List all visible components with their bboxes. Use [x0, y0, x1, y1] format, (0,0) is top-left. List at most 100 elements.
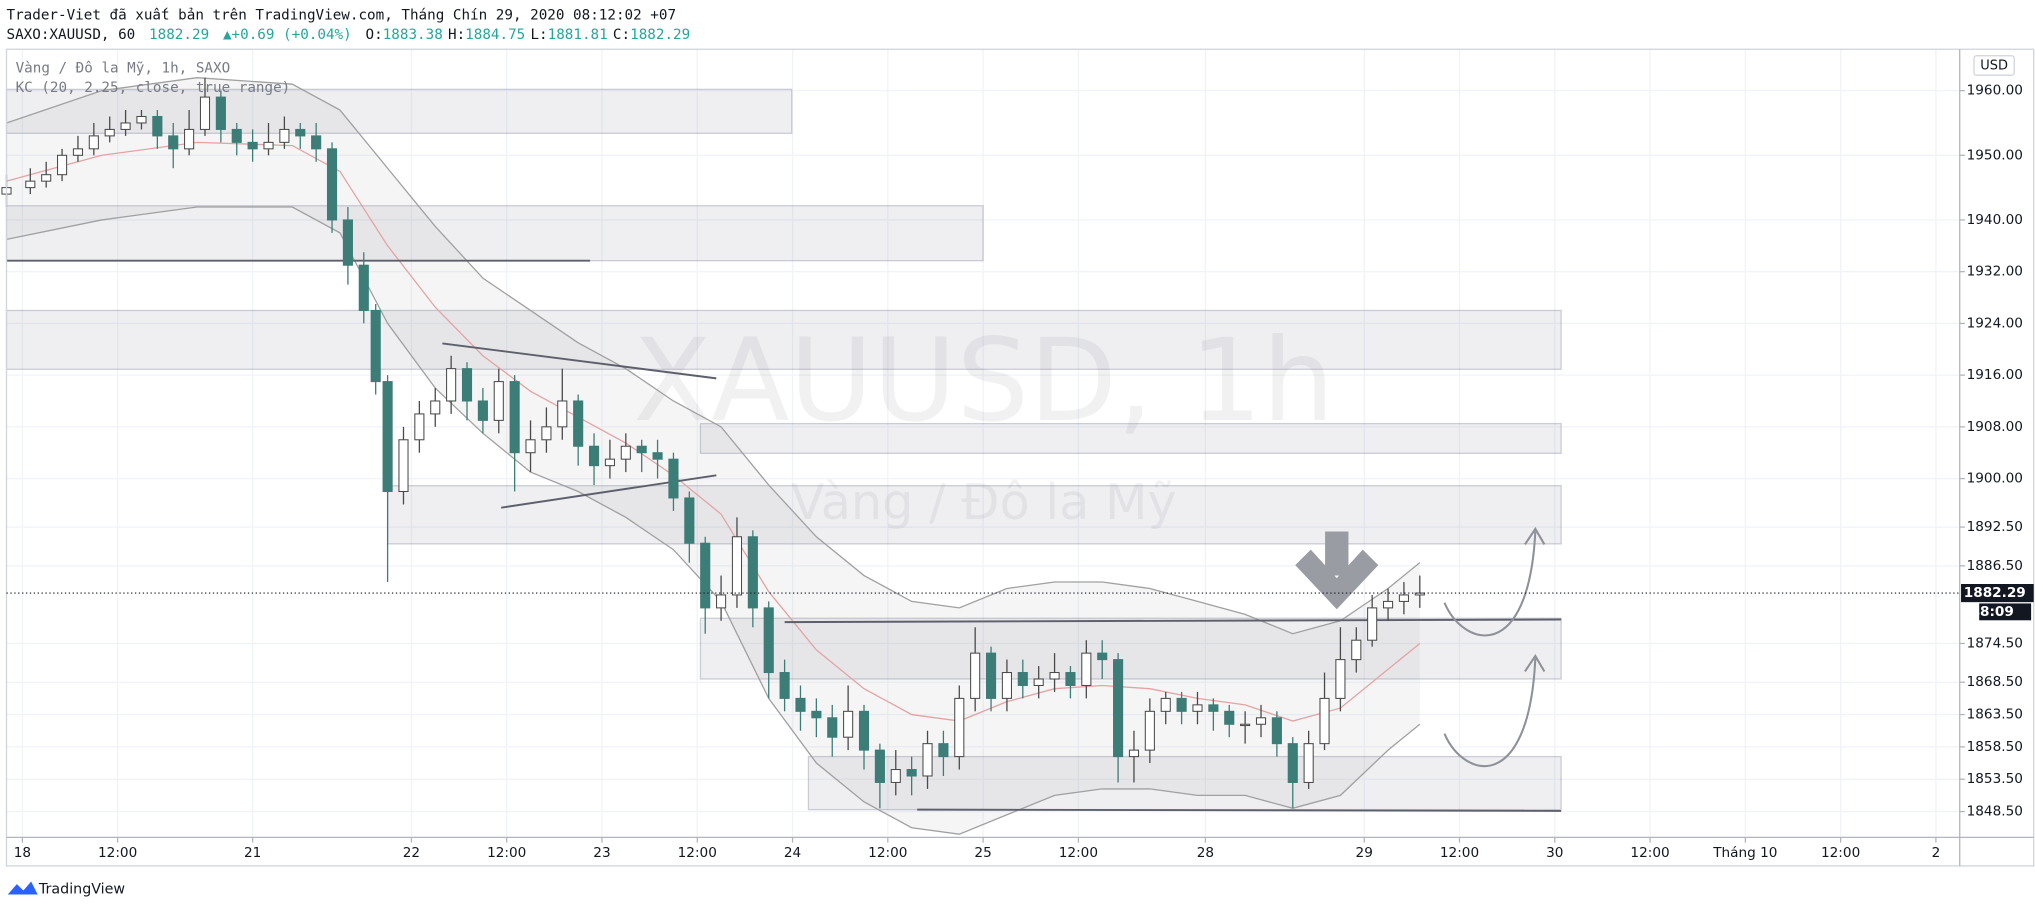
candle-body	[311, 135, 322, 150]
brand-name[interactable]: TradingView	[38, 881, 125, 897]
brand-logo[interactable]: TradingView	[7, 881, 126, 897]
candle-body	[1255, 717, 1267, 725]
candle-body	[922, 743, 933, 777]
candle-body	[541, 426, 552, 441]
zone	[699, 617, 1562, 680]
y-tick-label: 1892.50	[1967, 519, 2023, 535]
x-tick-label: 29	[1356, 845, 1373, 861]
x-tick-label: 12:00	[1440, 845, 1479, 861]
candle-body	[636, 445, 647, 454]
currency-label[interactable]: USD	[1980, 59, 2008, 74]
countdown-badge	[1979, 603, 2032, 621]
candle-body	[326, 148, 338, 221]
trend-line	[917, 808, 1562, 812]
candle-body	[1049, 672, 1060, 680]
symbol-info: SAXO:XAUUSD, 60 1882.29 ▲+0.69 (+0.04%) …	[6, 27, 690, 43]
candle-body	[1303, 743, 1314, 783]
currency-button[interactable]	[1973, 55, 2015, 76]
kc-upper	[6, 77, 1421, 635]
candle-body	[573, 400, 584, 447]
candle-body	[890, 769, 901, 783]
candle-body	[858, 710, 870, 751]
candle-body	[120, 122, 131, 130]
y-tick-label: 1916.00	[1967, 367, 2023, 383]
candle-body	[461, 368, 473, 402]
kc-middle	[6, 141, 1421, 722]
candle-body	[88, 135, 99, 150]
y-tick-label: 1868.50	[1967, 674, 2023, 690]
candle-body	[152, 115, 163, 137]
x-tick-label: 22	[403, 845, 420, 861]
y-tick-label: 1924.00	[1967, 315, 2023, 331]
price-change: ▲+0.69 (+0.04%)	[223, 27, 352, 43]
symbol: SAXO:XAUUSD, 60	[6, 27, 135, 43]
y-tick-label: 1932.00	[1967, 264, 2023, 280]
candle-body	[342, 219, 353, 266]
trend-line	[501, 474, 717, 509]
y-tick-label: 1886.50	[1967, 558, 2023, 574]
x-tick-label: 12:00	[868, 845, 907, 861]
x-tick-label: 12:00	[98, 845, 137, 861]
y-tick-label: 1848.50	[1967, 804, 2023, 820]
candle-body	[970, 652, 981, 699]
ohlc-label: L:	[530, 27, 547, 43]
ohlc-label: O:	[366, 27, 383, 43]
candle-body	[731, 536, 743, 596]
candle-body	[668, 458, 679, 499]
x-tick-label: 23	[593, 845, 610, 861]
zone	[5, 205, 984, 262]
x-tick-label: 25	[974, 845, 991, 861]
x-tick-label: 12:00	[678, 845, 717, 861]
x-tick-label: 28	[1197, 845, 1214, 861]
ohlc-label: C:	[613, 27, 630, 43]
brand-icon[interactable]	[7, 881, 38, 895]
projection-arrows	[1443, 526, 1546, 767]
legend-series: Vàng / Đô la Mỹ, 1h, SAXO	[16, 61, 231, 77]
candle-body	[382, 381, 393, 493]
candle-body	[1081, 652, 1092, 686]
candle-body	[827, 717, 838, 738]
y-tick-label: 1858.50	[1967, 739, 2023, 755]
candle-body	[1017, 672, 1028, 686]
ohlc-value: 1882.29	[630, 27, 690, 43]
candle-body	[716, 594, 727, 609]
y-tick-label: 1908.00	[1967, 419, 2023, 435]
candle-body	[72, 148, 84, 156]
candle-body	[1398, 594, 1409, 602]
candle-body	[1287, 743, 1298, 783]
x-tick-label: 2	[1932, 845, 1941, 861]
ohlc-value: 1881.81	[548, 27, 608, 43]
candle-body	[620, 445, 631, 460]
last-price-badge	[1961, 584, 2034, 603]
x-tick-label: 12:00	[1630, 845, 1669, 861]
zone	[5, 88, 793, 134]
y-tick-label: 1900.00	[1967, 471, 2023, 487]
candle-body	[1097, 652, 1108, 661]
down-arrow-head	[1295, 549, 1379, 610]
arrow-curve	[1443, 531, 1537, 637]
zones-layer	[5, 88, 1562, 811]
candle-body	[747, 536, 758, 609]
arrow-curve	[1443, 658, 1537, 767]
candle-body	[1128, 749, 1140, 758]
candle-body	[1144, 710, 1155, 751]
header-title: Trader-Viet đã xuất bản trên TradingView…	[6, 8, 676, 24]
candle-body	[652, 452, 663, 460]
candle-body	[184, 128, 195, 150]
chart-frame	[5, 48, 2035, 867]
y-tick-label: 1863.50	[1967, 707, 2023, 723]
candle-body	[1065, 672, 1076, 686]
candle-body	[684, 497, 695, 544]
candle-body	[954, 697, 965, 758]
down-arrow	[1295, 531, 1379, 610]
candle-body	[1382, 600, 1394, 609]
watermark-symbol: XAUUSD, 1h	[633, 314, 1335, 447]
candle-body	[263, 141, 274, 150]
y-tick-label: 1940.00	[1967, 212, 2023, 228]
candle-body	[588, 445, 600, 467]
candle-body	[906, 769, 917, 777]
candles-layer	[1, 77, 1425, 809]
